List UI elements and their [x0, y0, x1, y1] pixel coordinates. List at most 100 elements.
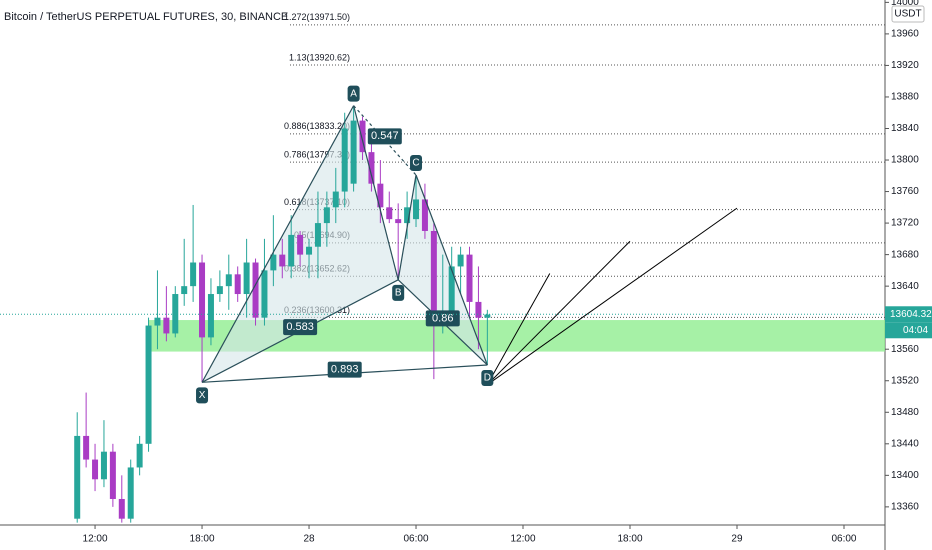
pattern-leg [353, 105, 399, 280]
ratio-box [327, 361, 362, 378]
candle-body [314, 223, 321, 247]
fib-label: 0.786(13797.37) [284, 149, 350, 159]
ratio-label: 0.893 [331, 364, 359, 376]
candle-body [163, 317, 170, 334]
point-label: X [199, 390, 206, 401]
candle-body [118, 498, 125, 519]
candle-body [421, 199, 428, 231]
currency-box[interactable] [891, 5, 925, 23]
y-tick-label: 13480 [891, 407, 919, 418]
chart-title: Bitcoin / TetherUS PERPETUAL FUTURES, 30… [4, 11, 288, 23]
candle-body [430, 230, 437, 318]
pattern-leg [201, 105, 355, 383]
candle-body [288, 234, 295, 267]
ratio-label: 0.86 [432, 312, 453, 324]
candle-body [109, 451, 116, 499]
candle-body [74, 435, 81, 519]
last-price-label: 13604.32 [890, 309, 932, 320]
y-tick-label: 13960 [891, 29, 919, 40]
candle-body [466, 254, 473, 302]
y-tick-label: 13680 [891, 249, 919, 260]
y-tick-label: 13800 [891, 155, 919, 166]
point-label: D [484, 373, 491, 384]
candle-body [306, 246, 313, 255]
projection-line [487, 207, 738, 386]
y-tick-label: 13400 [891, 470, 919, 481]
fib-label: 1.272(13971.50) [284, 12, 350, 22]
candle-body [270, 254, 277, 271]
ratio-label: 0.547 [371, 130, 399, 142]
candle-body [252, 262, 259, 318]
candle-body [83, 435, 90, 460]
point-box [196, 387, 209, 404]
candle-body [136, 443, 143, 468]
point-box [347, 85, 360, 102]
candle-body [475, 301, 482, 318]
projection-line [486, 273, 551, 385]
candle-body [207, 294, 214, 338]
y-tick-label: 13560 [891, 344, 919, 355]
candle-body [100, 451, 107, 480]
candle-body [395, 219, 402, 224]
last-price-box [885, 306, 932, 323]
point-label: A [350, 88, 357, 99]
y-tick-label: 13920 [891, 60, 919, 71]
candle-body [359, 120, 366, 153]
candle-body [484, 314, 491, 318]
point-box [481, 369, 494, 386]
candle-body [261, 270, 268, 318]
candle-body [368, 152, 375, 184]
x-tick-label: 06:00 [831, 534, 856, 545]
fib-label: 0.886(13833.20) [284, 121, 350, 131]
y-tick-label: 13360 [891, 502, 919, 513]
y-tick-label: 13440 [891, 438, 919, 449]
candle-body [386, 207, 393, 220]
point-label: C [412, 158, 419, 169]
x-tick-label: 18:00 [190, 534, 215, 545]
candle-body [127, 467, 134, 519]
y-tick-label: 14000 [891, 0, 919, 8]
x-tick-label: 18:00 [617, 534, 642, 545]
pattern-leg [415, 174, 488, 366]
candle-body [234, 274, 241, 295]
y-tick-label: 13720 [891, 218, 919, 229]
candle-body [323, 207, 330, 224]
candle-body [341, 128, 348, 192]
candle-body [448, 266, 455, 318]
point-label: B [395, 287, 402, 298]
x-tick-label: 29 [731, 534, 743, 545]
currency: USDT [894, 9, 921, 20]
x-tick-label: 06:00 [404, 534, 429, 545]
point-box [410, 155, 423, 171]
y-tick-label: 13520 [891, 375, 919, 386]
candle-body [190, 262, 197, 287]
y-tick-label: 13760 [891, 186, 919, 197]
plot: 1.272(13971.50) 1.13(13920.62) 0.886(13833… [0, 12, 885, 523]
candle-body [332, 191, 339, 208]
y-tick-label: 13880 [891, 92, 919, 103]
projection-line [486, 240, 631, 386]
candle-body [154, 317, 161, 326]
y-tick-label: 13640 [891, 281, 919, 292]
candle-body [243, 262, 250, 295]
countdown-box [885, 322, 932, 339]
x-tick-label: 12:00 [510, 534, 535, 545]
ratio-box [367, 128, 402, 145]
candle-body [172, 294, 179, 334]
x-tick-label: 28 [303, 534, 315, 545]
candle-body [92, 459, 99, 480]
candle-body [225, 274, 232, 287]
ratio-box [283, 319, 318, 336]
countdown-label: 04:04 [903, 325, 928, 336]
candle-body [297, 234, 304, 255]
ratio-box [425, 310, 460, 327]
x-tick-label: 12:00 [83, 534, 108, 545]
y-tick-label: 13840 [891, 123, 919, 134]
candle-body [279, 254, 286, 267]
candle-body [404, 207, 411, 224]
candle-body [145, 325, 152, 444]
candle-body [457, 254, 464, 267]
fib-label: 1.13(13920.62) [289, 52, 350, 62]
